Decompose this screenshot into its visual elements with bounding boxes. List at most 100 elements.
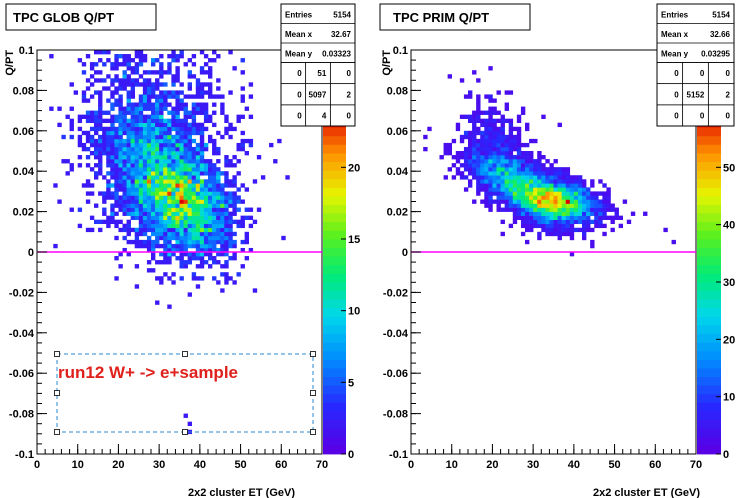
heatmap-cell [520, 203, 526, 208]
heatmap-cell [557, 207, 562, 212]
heatmap-cell [577, 203, 583, 208]
heatmap-cell [504, 138, 510, 144]
heatmap-cell [195, 130, 201, 136]
heatmap-cell [195, 151, 201, 156]
heatmap-cell [163, 70, 168, 75]
heatmap-cell [151, 247, 156, 253]
heatmap-cell [49, 54, 54, 59]
heatmap-cell [488, 167, 493, 172]
heatmap-cell [488, 179, 493, 184]
heatmap-cell [138, 138, 144, 144]
palette-band [323, 307, 346, 317]
heatmap-cell [159, 179, 164, 184]
heatmap-cell [179, 175, 184, 180]
heatmap-cell [179, 243, 184, 249]
heatmap-cell [175, 247, 180, 253]
heatmap-cell [472, 138, 477, 144]
heatmap-cell [492, 118, 497, 124]
heatmap-cell [183, 106, 188, 111]
heatmap-cell [529, 207, 534, 212]
heatmap-cell [565, 175, 571, 180]
heatmap-cell [138, 146, 144, 152]
heatmap-cell [167, 207, 172, 212]
heatmap-cell [228, 227, 233, 233]
heatmap-cell [232, 126, 237, 132]
heatmap-cell [183, 159, 188, 164]
heatmap-cell [610, 203, 615, 208]
heatmap-cell [118, 98, 123, 103]
annotation-handle[interactable] [182, 429, 188, 435]
heatmap-cell [244, 187, 250, 192]
heatmap-cell [187, 207, 193, 212]
heatmap-cell [163, 159, 168, 164]
heatmap-cell [175, 199, 180, 204]
annotation-handle[interactable] [310, 390, 316, 396]
heatmap-cell [224, 199, 229, 204]
heatmap-cell [106, 183, 111, 188]
annotation-handle[interactable] [310, 429, 316, 435]
heatmap-cell [118, 252, 123, 257]
annotation-handle[interactable] [54, 351, 60, 357]
heatmap-cell [212, 247, 217, 253]
heatmap-cell [138, 227, 144, 233]
heatmap-cell [590, 243, 595, 249]
heatmap-cell [216, 195, 221, 200]
heatmap-cell [195, 231, 201, 237]
heatmap-cell [151, 62, 156, 67]
heatmap-cell [480, 179, 485, 184]
heatmap-cell [561, 231, 567, 237]
annotation-handle[interactable] [54, 390, 60, 396]
heatmap-cell [159, 171, 164, 176]
heatmap-cell [142, 98, 148, 103]
heatmap-cell [598, 223, 603, 229]
heatmap-cell [208, 134, 213, 140]
z-tick-label: 20 [723, 334, 735, 346]
heatmap-cell [183, 211, 188, 216]
heatmap-cell [533, 211, 538, 216]
heatmap-cell [195, 211, 201, 216]
heatmap-cell [232, 203, 237, 208]
heatmap-cell [533, 163, 538, 168]
heatmap-cell [195, 207, 201, 212]
heatmap-cell [114, 175, 119, 180]
heatmap-cell [240, 219, 245, 225]
heatmap-cell [590, 183, 595, 188]
annotation-handle[interactable] [310, 351, 316, 357]
heatmap-cell [122, 86, 127, 91]
heatmap-cell [167, 211, 172, 216]
heatmap-cell [187, 231, 193, 237]
title-box [379, 3, 531, 31]
heatmap-cell [602, 211, 607, 216]
heatmap-cell [216, 223, 221, 229]
heatmap-cell [191, 183, 197, 188]
heatmap-cell [496, 155, 501, 160]
stats-value: 32.66 [710, 30, 731, 39]
heatmap-cell [167, 219, 172, 225]
heatmap-cell [512, 138, 518, 144]
heatmap-cell [549, 175, 554, 180]
heatmap-cell [138, 211, 144, 216]
annotation-handle[interactable] [54, 429, 60, 435]
heatmap-cell [520, 231, 526, 237]
heatmap-cell [199, 82, 205, 87]
y-tick-label: 0 [28, 247, 34, 259]
heatmap-cell [146, 86, 152, 91]
heatmap-cell [151, 151, 156, 156]
heatmap-cell [142, 151, 148, 156]
palette-band [697, 376, 721, 386]
palette-band [697, 144, 721, 154]
heatmap-cell [151, 199, 156, 204]
heatmap-cell [134, 171, 140, 176]
heatmap-cell [508, 203, 514, 208]
heatmap-cell [118, 122, 123, 128]
heatmap-cell [138, 175, 144, 180]
heatmap-cell [533, 159, 538, 164]
heatmap-cell [244, 138, 250, 144]
heatmap-cell [557, 183, 562, 188]
heatmap-cell [212, 110, 217, 115]
heatmap-cell [492, 151, 497, 156]
annotation-handle[interactable] [182, 351, 188, 357]
heatmap-cell [171, 74, 176, 79]
heatmap-cell [472, 114, 477, 119]
heatmap-cell [463, 151, 469, 156]
